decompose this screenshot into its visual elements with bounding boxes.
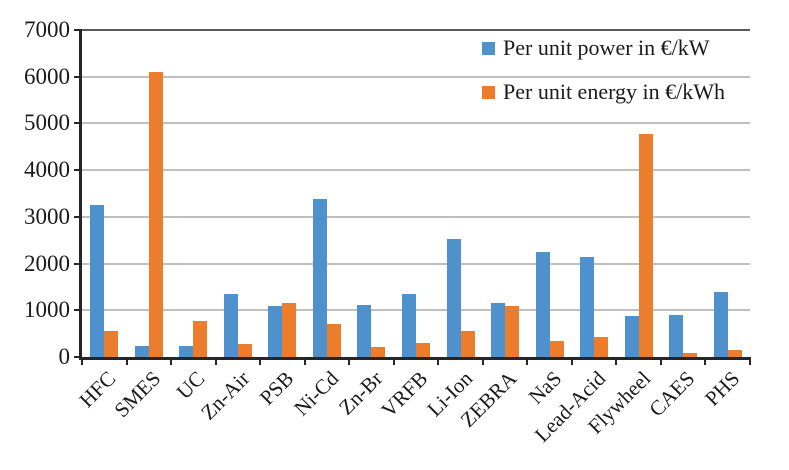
bar-energy-Li-Ion xyxy=(460,331,475,357)
gridline xyxy=(82,75,750,78)
x-axis-tick xyxy=(303,357,306,365)
y-axis-label: 7000 xyxy=(24,17,70,42)
y-axis-tick xyxy=(74,122,82,125)
x-axis-tick xyxy=(214,357,217,365)
bar-power-Lead-Acid xyxy=(580,257,595,357)
y-axis-label: 3000 xyxy=(24,203,70,229)
bar-power-SMES xyxy=(134,346,149,357)
y-axis-tick xyxy=(74,262,82,265)
gridline xyxy=(82,169,750,172)
bar-energy-Lead-Acid xyxy=(594,337,609,357)
gridline xyxy=(82,122,750,125)
x-axis-tick xyxy=(437,357,440,365)
bar-energy-CAES xyxy=(683,353,698,357)
x-axis-tick xyxy=(125,357,128,365)
bar-power-Ni-Cd xyxy=(312,199,327,357)
y-axis-label: 1000 xyxy=(24,297,70,323)
bar-power-PSB xyxy=(268,305,283,357)
bar-power-Zn-Br xyxy=(357,304,372,357)
bar-power-NaS xyxy=(535,251,550,357)
bar-energy-Zn-Br xyxy=(371,346,386,357)
y-axis-line xyxy=(79,30,82,360)
legend-label-power: Per unit power in €/kW xyxy=(503,35,710,60)
bar-power-Zn-Air xyxy=(223,294,238,357)
gridline xyxy=(82,215,750,218)
bar-energy-Flywheel xyxy=(638,133,653,357)
bar-power-ZEBRA xyxy=(491,302,506,357)
y-axis-label: 4000 xyxy=(24,157,70,183)
legend-swatch-energy-icon xyxy=(482,85,495,99)
x-axis-tick xyxy=(570,357,573,365)
y-axis-label: 2000 xyxy=(24,250,70,276)
bar-energy-HFC xyxy=(104,331,119,357)
bar-power-UC xyxy=(179,346,194,357)
legend-item-power: Per unit power in €/kW xyxy=(482,36,725,60)
bar-energy-UC xyxy=(193,321,208,357)
x-axis-line xyxy=(79,357,750,360)
bar-energy-PHS xyxy=(727,350,742,357)
x-axis-tick xyxy=(526,357,529,365)
x-axis-tick xyxy=(481,357,484,365)
bar-power-VRFB xyxy=(402,293,416,357)
bar-power-CAES xyxy=(669,315,684,357)
gridline xyxy=(82,262,750,265)
bar-energy-Zn-Air xyxy=(237,344,252,357)
legend: Per unit power in €/kW Per unit energy i… xyxy=(482,36,725,104)
bar-power-Li-Ion xyxy=(446,239,461,357)
bar-energy-NaS xyxy=(549,341,564,357)
y-axis-label: 0 xyxy=(58,344,71,369)
x-axis-tick xyxy=(348,357,351,365)
x-axis-tick xyxy=(704,357,707,365)
bar-power-Flywheel xyxy=(624,316,639,357)
y-axis-tick xyxy=(74,169,82,172)
bar-power-HFC xyxy=(90,205,105,357)
y-axis-tick xyxy=(74,75,82,78)
legend-label-energy: Per unit energy in €/kWh xyxy=(503,79,725,104)
x-axis-tick xyxy=(392,357,395,365)
bar-energy-Ni-Cd xyxy=(326,324,341,357)
y-axis-tick xyxy=(74,356,82,358)
y-axis-label: 5000 xyxy=(24,110,70,136)
x-axis-tick xyxy=(659,357,662,365)
x-axis-tick xyxy=(749,357,751,365)
y-axis-tick xyxy=(74,215,82,218)
x-axis-tick xyxy=(81,357,83,365)
y-axis-tick xyxy=(74,29,82,31)
x-axis-tick xyxy=(615,357,618,365)
gridline xyxy=(82,309,750,312)
bar-power-PHS xyxy=(713,291,728,357)
bar-energy-ZEBRA xyxy=(505,306,520,357)
legend-item-energy: Per unit energy in €/kWh xyxy=(482,80,725,104)
x-axis-tick xyxy=(259,357,262,365)
y-axis-tick xyxy=(74,309,82,312)
bar-energy-VRFB xyxy=(416,342,430,357)
bar-energy-PSB xyxy=(282,303,297,357)
y-axis-label: 6000 xyxy=(24,63,70,89)
x-axis-tick xyxy=(170,357,173,365)
bar-energy-SMES xyxy=(148,72,163,357)
plot-top-border xyxy=(82,29,750,31)
legend-swatch-power-icon xyxy=(482,41,495,55)
